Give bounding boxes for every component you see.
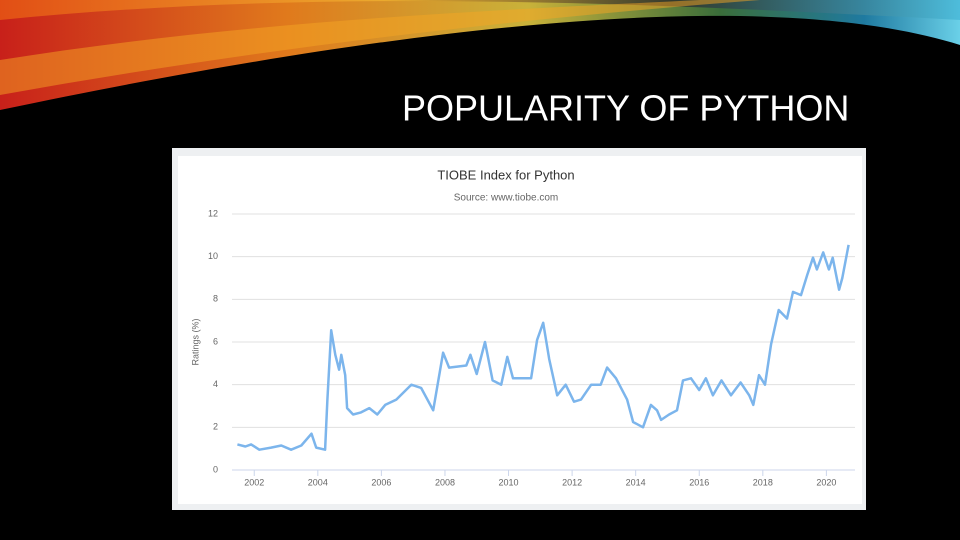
chart-title: TIOBE Index for Python [437, 167, 574, 182]
x-tick-label: 2018 [753, 477, 773, 487]
y-tick-label: 0 [213, 464, 218, 474]
chart-bg [178, 156, 862, 504]
x-tick-label: 2008 [435, 477, 455, 487]
y-tick-label: 4 [213, 379, 218, 389]
x-tick-label: 2020 [816, 477, 836, 487]
chart-subtitle: Source: www.tiobe.com [454, 193, 559, 204]
swoosh [0, 0, 960, 110]
y-tick-label: 8 [213, 294, 218, 304]
y-tick-label: 6 [213, 336, 218, 346]
x-tick-label: 2004 [308, 477, 328, 487]
x-tick-label: 2010 [499, 477, 519, 487]
y-axis-label: Ratings (%) [190, 318, 200, 365]
x-tick-label: 2012 [562, 477, 582, 487]
x-tick-label: 2014 [626, 477, 646, 487]
x-tick-label: 2006 [371, 477, 391, 487]
swoosh [0, 0, 760, 95]
swoosh [0, 0, 960, 20]
x-tick-label: 2016 [689, 477, 709, 487]
data-line [237, 244, 850, 451]
y-tick-label: 2 [213, 422, 218, 432]
y-tick-label: 12 [208, 208, 218, 218]
slide-title: POPULARITY OF PYTHON [402, 88, 849, 129]
y-tick-label: 10 [208, 251, 218, 261]
x-tick-label: 2002 [244, 477, 264, 487]
